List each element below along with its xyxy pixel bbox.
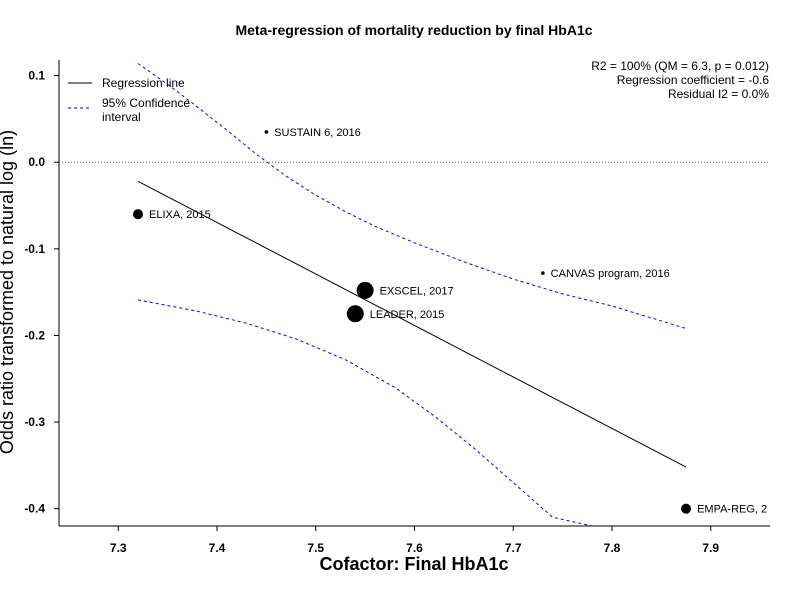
legend-regression-label: Regression line (102, 76, 185, 90)
y-tick-label: -0.3 (24, 415, 45, 429)
data-point-label: CANVAS program, 2016 (551, 268, 670, 280)
stats-annotation: R2 = 100% (QM = 6.3, p = 0.012) Regressi… (591, 59, 769, 101)
x-tick-label: 7.6 (406, 541, 423, 555)
data-point (541, 271, 545, 275)
y-tick-label: 0.1 (28, 69, 45, 83)
ci-lower-curve (137, 299, 593, 527)
legend-ci-label-line1: 95% Confidence (102, 96, 190, 110)
data-point-label: SUSTAIN 6, 2016 (274, 127, 361, 139)
plot-area: 7.3 7.4 7.5 7.6 7.7 7.8 7.9 0.1 0.0 -0.1 -0.2 -0.3… (24, 60, 770, 555)
x-tick-label: 7.8 (604, 541, 621, 555)
y-tick-label: -0.4 (24, 502, 45, 516)
y-axis-ticks: 0.1 0.0 -0.1 -0.2 -0.3 -0.4 (24, 69, 59, 516)
y-axis-label: Odds ratio transformed to natural log (l… (0, 130, 17, 454)
x-axis-label: Cofactor: Final HbA1c (319, 554, 508, 574)
stats-coefficient: Regression coefficient = -0.6 (617, 73, 770, 87)
y-tick-label: -0.2 (24, 328, 45, 342)
data-points: SUSTAIN 6, 2016 ELIXA, 2015 CANVAS program… (133, 127, 767, 516)
data-point-label: EXSCEL, 2017 (380, 285, 454, 297)
data-point (133, 209, 143, 220)
legend-ci-label-line2: interval (102, 110, 141, 124)
y-tick-label: -0.1 (24, 242, 45, 256)
data-point (356, 281, 374, 299)
data-point-label: LEADER, 2015 (370, 309, 445, 321)
x-tick-label: 7.3 (110, 541, 127, 555)
data-point (681, 503, 692, 514)
x-tick-label: 7.7 (505, 541, 522, 555)
legend: Regression line 95% Confidence interval (68, 76, 190, 124)
chart-title: Meta-regression of mortality reduction b… (235, 22, 592, 38)
x-axis-ticks: 7.3 7.4 7.5 7.6 7.7 7.8 7.9 (110, 526, 719, 555)
x-tick-label: 7.4 (209, 541, 226, 555)
stats-residual: Residual I2 = 0.0% (668, 87, 769, 101)
y-tick-label: 0.0 (28, 155, 45, 169)
data-point-label: EMPA-REG, 2 (697, 504, 767, 516)
data-point-label: ELIXA, 2015 (149, 209, 211, 221)
ci-upper-curve (137, 63, 687, 329)
regression-line (137, 180, 687, 468)
x-tick-label: 7.9 (702, 541, 719, 555)
stats-r2: R2 = 100% (QM = 6.3, p = 0.012) (591, 59, 769, 73)
x-tick-label: 7.5 (307, 541, 324, 555)
data-point (346, 305, 364, 323)
data-point (264, 130, 269, 134)
